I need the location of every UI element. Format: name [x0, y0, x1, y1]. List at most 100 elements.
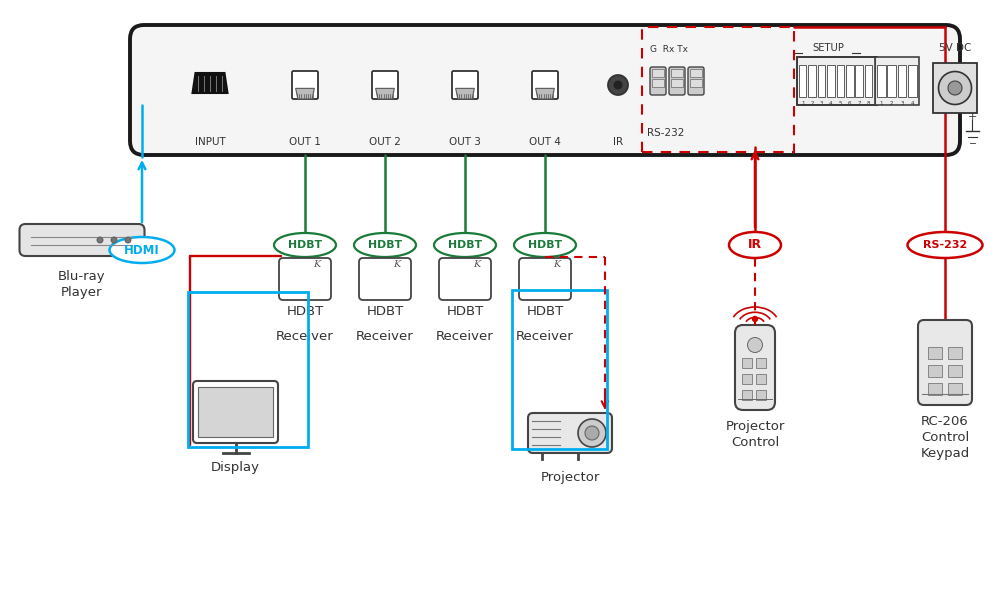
- FancyBboxPatch shape: [650, 67, 666, 95]
- Circle shape: [111, 237, 117, 243]
- Text: 6: 6: [848, 100, 851, 105]
- FancyBboxPatch shape: [130, 25, 960, 155]
- Bar: [877, 65, 886, 97]
- Bar: [933, 63, 977, 113]
- Bar: [808, 65, 816, 97]
- Bar: [756, 390, 766, 400]
- Polygon shape: [376, 88, 394, 99]
- Bar: [512, 290, 607, 449]
- Bar: [742, 358, 752, 368]
- Text: 4: 4: [829, 100, 833, 105]
- Text: Receiver: Receiver: [516, 330, 574, 343]
- Circle shape: [939, 71, 972, 105]
- FancyBboxPatch shape: [452, 71, 478, 99]
- Text: 4: 4: [911, 100, 914, 105]
- Ellipse shape: [110, 237, 175, 263]
- Circle shape: [614, 80, 622, 90]
- Ellipse shape: [354, 233, 416, 257]
- FancyBboxPatch shape: [918, 320, 972, 405]
- Bar: [652, 69, 664, 77]
- Bar: [756, 374, 766, 384]
- Circle shape: [578, 419, 606, 447]
- Text: 2: 2: [810, 100, 814, 105]
- FancyBboxPatch shape: [193, 381, 278, 443]
- FancyBboxPatch shape: [669, 67, 685, 95]
- Circle shape: [752, 316, 758, 322]
- Text: 5: 5: [839, 100, 842, 105]
- Text: Projector
Control: Projector Control: [725, 420, 785, 449]
- Text: HDBT: HDBT: [286, 305, 324, 318]
- Bar: [198, 387, 273, 437]
- Text: 2: 2: [890, 100, 893, 105]
- FancyBboxPatch shape: [439, 258, 491, 300]
- Bar: [797, 57, 877, 105]
- FancyBboxPatch shape: [372, 71, 398, 99]
- Circle shape: [125, 237, 131, 243]
- Text: HDBT: HDBT: [288, 240, 322, 250]
- Bar: [652, 79, 664, 87]
- Text: OUT 2: OUT 2: [369, 137, 401, 147]
- Bar: [671, 79, 683, 87]
- Text: Projector: Projector: [540, 471, 600, 484]
- Ellipse shape: [514, 233, 576, 257]
- Bar: [756, 358, 766, 368]
- Bar: [188, 292, 308, 447]
- Text: HDBT: HDBT: [368, 240, 402, 250]
- Polygon shape: [536, 88, 554, 99]
- Text: RS-232: RS-232: [647, 128, 684, 138]
- Bar: [799, 65, 806, 97]
- Bar: [865, 65, 872, 97]
- Bar: [855, 65, 863, 97]
- Text: K: K: [553, 260, 561, 269]
- Text: 5V DC: 5V DC: [939, 43, 971, 53]
- Polygon shape: [456, 88, 474, 99]
- Text: Receiver: Receiver: [436, 330, 494, 343]
- Bar: [928, 347, 942, 359]
- FancyBboxPatch shape: [292, 71, 318, 99]
- Bar: [875, 57, 919, 105]
- Text: IR: IR: [613, 137, 623, 147]
- Bar: [948, 347, 962, 359]
- FancyBboxPatch shape: [532, 71, 558, 99]
- Polygon shape: [296, 88, 314, 99]
- FancyBboxPatch shape: [735, 325, 775, 410]
- Text: INPUT: INPUT: [195, 137, 225, 147]
- Bar: [671, 69, 683, 77]
- Text: HDBT: HDBT: [526, 305, 564, 318]
- Bar: [690, 79, 702, 87]
- Text: HDBT: HDBT: [366, 305, 404, 318]
- Text: RS-232: RS-232: [923, 240, 967, 250]
- Circle shape: [97, 237, 103, 243]
- FancyBboxPatch shape: [688, 67, 704, 95]
- Text: 8: 8: [867, 100, 870, 105]
- Text: K: K: [393, 260, 401, 269]
- Text: 1: 1: [801, 100, 804, 105]
- Text: +: +: [967, 112, 977, 122]
- Text: OUT 1: OUT 1: [289, 137, 321, 147]
- Text: K: K: [313, 260, 321, 269]
- Bar: [642, 27, 794, 152]
- Text: 1: 1: [879, 100, 883, 105]
- Text: 3: 3: [820, 100, 823, 105]
- FancyBboxPatch shape: [519, 258, 571, 300]
- Text: Receiver: Receiver: [356, 330, 414, 343]
- Bar: [948, 383, 962, 395]
- FancyBboxPatch shape: [359, 258, 411, 300]
- Ellipse shape: [729, 232, 781, 258]
- Text: OUT 3: OUT 3: [449, 137, 481, 147]
- Bar: [827, 65, 835, 97]
- Ellipse shape: [434, 233, 496, 257]
- Text: RC-206
Control
Keypad: RC-206 Control Keypad: [920, 415, 970, 460]
- Bar: [742, 390, 752, 400]
- Bar: [690, 69, 702, 77]
- Ellipse shape: [274, 233, 336, 257]
- Ellipse shape: [907, 232, 982, 258]
- Bar: [742, 374, 752, 384]
- Circle shape: [608, 75, 628, 95]
- FancyBboxPatch shape: [279, 258, 331, 300]
- Text: Display: Display: [211, 461, 260, 474]
- Text: HDMI: HDMI: [124, 243, 160, 257]
- Circle shape: [748, 338, 763, 353]
- Circle shape: [585, 426, 599, 440]
- Text: Blu-ray
Player: Blu-ray Player: [58, 270, 106, 299]
